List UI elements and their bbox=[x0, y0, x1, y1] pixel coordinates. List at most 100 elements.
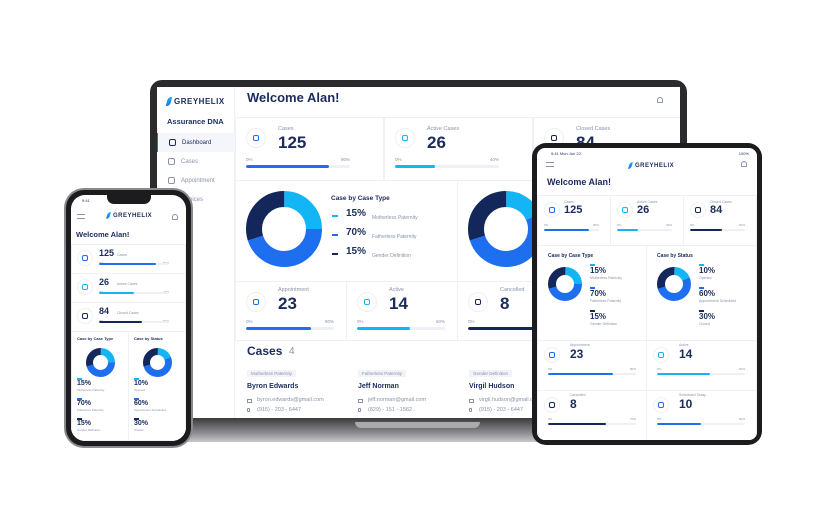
stat-icon-circle bbox=[544, 397, 560, 413]
legend-swatch bbox=[134, 378, 139, 380]
stat-label: Active Cases bbox=[637, 200, 658, 204]
page-title: Welcome Alan! bbox=[76, 230, 130, 239]
stat-card: Appointment 23 0% 80% bbox=[537, 340, 648, 391]
case-name: Virgil Hudson bbox=[469, 383, 515, 390]
case-status-donut bbox=[657, 267, 691, 301]
legend-percent: 15% bbox=[77, 420, 92, 427]
legend-swatch bbox=[699, 264, 704, 266]
donut-segment bbox=[548, 267, 582, 301]
stat-label: Active Cases bbox=[117, 282, 138, 286]
legend-percent: 10% bbox=[134, 380, 149, 387]
stat-icon-circle bbox=[544, 347, 560, 363]
mail-icon bbox=[469, 399, 474, 403]
legend-swatch bbox=[332, 215, 338, 217]
legend-swatch bbox=[332, 253, 338, 255]
progress-fill bbox=[468, 327, 548, 330]
legend-percent: 15% bbox=[346, 208, 367, 219]
legend-label: Gender Definition bbox=[590, 322, 618, 326]
progress-bar bbox=[548, 373, 636, 375]
stat-value: 10 bbox=[679, 397, 693, 411]
progress-min: 0% bbox=[357, 319, 364, 324]
case-card[interactable]: Motherless Paternity Byron Edwards byron.e… bbox=[247, 370, 352, 418]
legend-label: Motherless Paternity bbox=[77, 388, 105, 392]
progress-bar bbox=[99, 263, 169, 265]
legend-label: Fatherless Paternity bbox=[590, 299, 622, 303]
progress-fill bbox=[548, 373, 614, 375]
chart-title: Case by Case Type bbox=[77, 336, 114, 341]
logo: GREYHELIX bbox=[106, 212, 152, 219]
bell-icon[interactable] bbox=[172, 214, 178, 220]
progress-bar bbox=[246, 165, 350, 168]
sidebar-item-appointment[interactable]: Appointment bbox=[157, 171, 235, 190]
progress-min: 0% bbox=[657, 417, 662, 421]
chart-title: Case by Status bbox=[134, 336, 163, 341]
clipboard-icon bbox=[695, 207, 701, 213]
case-type-donut bbox=[86, 348, 115, 377]
page-title: Welcome Alan! bbox=[547, 177, 612, 187]
stat-card: Active 14 0% 60% bbox=[346, 281, 458, 341]
progress-bar bbox=[357, 327, 445, 330]
sidebar-item-dashboard[interactable]: Dashboard bbox=[157, 133, 235, 152]
calendar-icon bbox=[363, 298, 371, 306]
brand-name: GREYHELIX bbox=[174, 97, 225, 106]
legend-swatch bbox=[590, 264, 595, 266]
progress-max: 80% bbox=[324, 319, 334, 324]
stat-value: 8 bbox=[500, 294, 510, 313]
donut-segment bbox=[143, 348, 172, 377]
case-type-tag: Gender Definition bbox=[469, 370, 513, 377]
sidebar: GREYHELIX Assurance DNA Dashboard Cases Ap… bbox=[157, 87, 235, 418]
bell-icon[interactable] bbox=[657, 97, 663, 103]
phone-icon bbox=[247, 408, 250, 412]
stat-label: Cancelled bbox=[500, 287, 525, 293]
stat-value: 26 bbox=[637, 204, 650, 216]
progress-fill bbox=[657, 373, 710, 375]
legend-swatch bbox=[699, 287, 704, 289]
case-card[interactable]: Fatherless Paternity Jeff Norman jeff.norm… bbox=[358, 370, 463, 418]
progress-bar bbox=[468, 327, 556, 330]
case-status-card: Case by Status 10% Opened 60% Appointment Sc… bbox=[646, 245, 757, 341]
progress-max: 60% bbox=[435, 319, 445, 324]
stat-label: Appointment bbox=[570, 343, 590, 347]
legend-swatch bbox=[77, 418, 82, 420]
stat-icon-circle bbox=[357, 292, 377, 312]
clipboard-icon bbox=[82, 255, 88, 261]
legend-percent: 70% bbox=[346, 227, 367, 238]
legend-percent: 15% bbox=[346, 246, 367, 257]
stat-label: Cases bbox=[564, 200, 574, 204]
menu-icon[interactable] bbox=[77, 214, 85, 219]
case-card[interactable]: Gender Definition Virgil Hudson virgil.hud… bbox=[469, 370, 574, 418]
legend-percent: 10% bbox=[699, 266, 716, 275]
legend-percent: 70% bbox=[77, 400, 92, 407]
donut-segment bbox=[246, 191, 322, 267]
stat-icon-circle bbox=[653, 397, 669, 413]
legend-swatch bbox=[77, 398, 82, 400]
progress-max: 90% bbox=[592, 223, 599, 227]
sidebar-item-cases[interactable]: Cases bbox=[157, 152, 235, 171]
legend-label: Motherless Paternity bbox=[372, 215, 418, 221]
clipboard-icon bbox=[401, 134, 409, 142]
calendar-icon bbox=[168, 177, 175, 184]
menu-icon[interactable] bbox=[546, 162, 554, 167]
case-phone: (915) - 203 - 6447 bbox=[257, 407, 302, 413]
sidebar-item-label: Dashboard bbox=[182, 139, 212, 146]
stat-value: 84 bbox=[710, 204, 723, 216]
stat-label: Active Cases bbox=[427, 126, 460, 132]
progress-min: 0% bbox=[246, 157, 253, 162]
progress-fill bbox=[657, 423, 701, 425]
bell-icon[interactable] bbox=[741, 161, 747, 167]
sidebar-item-label: Appointment bbox=[181, 177, 215, 184]
progress-fill bbox=[246, 165, 330, 168]
stat-card: Active 14 0% 60% bbox=[646, 340, 757, 391]
stat-label: Closed Cases bbox=[117, 311, 139, 315]
phone-icon bbox=[469, 408, 472, 412]
stat-icon-circle bbox=[77, 308, 93, 324]
progress-min: 0% bbox=[548, 417, 553, 421]
chart-title: Case by Case Type bbox=[548, 253, 594, 259]
progress-bar bbox=[617, 229, 672, 231]
logo: GREYHELIX bbox=[628, 162, 674, 169]
clipboard-icon bbox=[549, 207, 555, 213]
stat-label: Cases bbox=[117, 253, 127, 257]
stat-icon-circle bbox=[395, 128, 415, 148]
